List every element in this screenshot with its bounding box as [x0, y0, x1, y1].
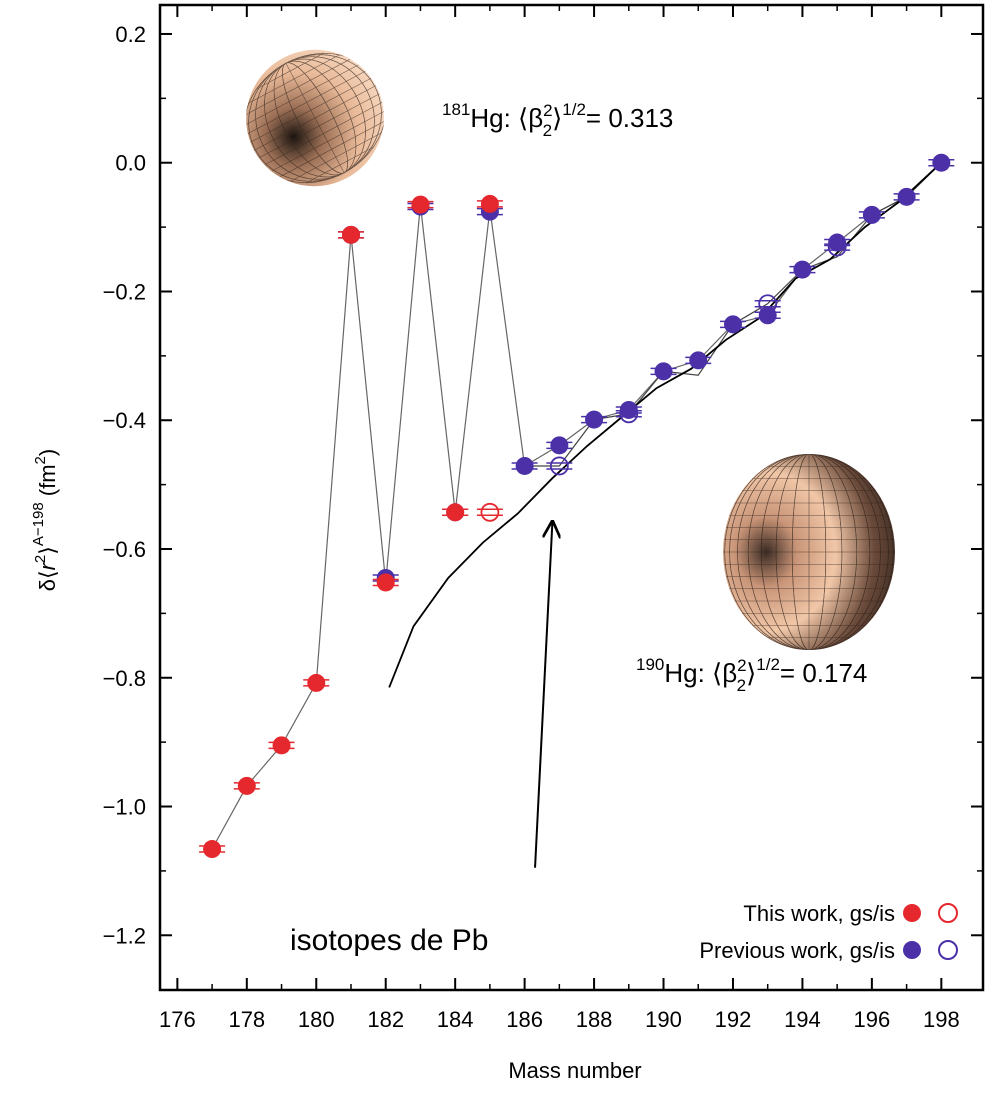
legend-marker-this-work-gs: [903, 904, 921, 922]
y-tick-label: −0.6: [103, 537, 146, 562]
x-tick-label: 198: [923, 1007, 960, 1032]
data-point-previous-work-gs: [928, 153, 955, 172]
axes: 176 178 180 182 184 186 188 190 192 194 196 198 0.2 0…: [103, 5, 983, 1032]
y-tick-label: 0.2: [115, 22, 146, 47]
legend-marker-previous-work-gs: [903, 941, 921, 959]
y-axis-title: δ⟨r2⟩A−198 (fm2): [30, 449, 60, 591]
x-tick-label: 194: [784, 1007, 821, 1032]
annotation-181hg: 181Hg: ⟨β2 2⟩1/2= 0.313: [442, 100, 673, 140]
x-tick-label: 180: [298, 1007, 335, 1032]
data-point-this-work-gs: [268, 736, 295, 755]
data-point-previous-work-gs: [893, 187, 920, 206]
ellipsoid-181hg-shape: [246, 49, 384, 187]
data-point-previous-work-gs: [719, 315, 746, 334]
x-tick-label: 178: [228, 1007, 265, 1032]
data-point-previous-work-is: [546, 456, 573, 476]
pb-label: isotopes de Pb: [290, 924, 488, 957]
data-point-this-work-gs: [337, 225, 364, 244]
data-point-this-work-gs: [476, 194, 503, 213]
y-tick-label: −1.0: [103, 795, 146, 820]
data-point-this-work-gs: [199, 840, 226, 859]
legend-marker-this-work-is: [938, 903, 958, 923]
x-tick-label: 196: [854, 1007, 891, 1032]
data-point-previous-work-is: [754, 294, 781, 314]
x-axis-title: Mass number: [508, 1058, 641, 1083]
data-point-previous-work-gs: [858, 205, 885, 224]
legend-label-this-work: This work, gs/is: [743, 901, 895, 926]
data-point-previous-work-gs: [581, 410, 608, 429]
series-line-gs-line: [211, 162, 942, 850]
y-tick-label: −0.4: [103, 408, 146, 433]
data-point-previous-work-gs: [546, 436, 573, 455]
annotation-190hg: 190Hg: ⟨β2 2⟩1/2= 0.174: [636, 655, 867, 695]
data-point-this-work-gs: [303, 673, 330, 692]
ellipsoid-190hg-shape: [723, 454, 895, 650]
pb-arrow: [534, 522, 552, 868]
data-point-previous-work-gs: [511, 456, 538, 475]
legend: This work, gs/is Previous work, gs/is: [699, 901, 958, 963]
legend-label-previous-work: Previous work, gs/is: [699, 938, 895, 963]
data-point-previous-work-is: [824, 237, 851, 257]
data-point-this-work-gs: [233, 776, 260, 795]
data-point-this-work-gs: [372, 573, 399, 592]
x-tick-label: 190: [645, 1007, 682, 1032]
x-tick-label: 182: [367, 1007, 404, 1032]
data-point-this-work-gs: [407, 195, 434, 214]
x-tick-label: 186: [506, 1007, 543, 1032]
plot-border: [158, 3, 985, 992]
x-tick-label: 184: [437, 1007, 474, 1032]
y-tick-label: −0.2: [103, 279, 146, 304]
x-tick-label: 192: [715, 1007, 752, 1032]
y-tick-label: 0.0: [115, 151, 146, 176]
data-point-this-work-is: [476, 502, 503, 522]
y-tick-label: −0.8: [103, 666, 146, 691]
data-point-this-work-gs: [442, 503, 469, 522]
data-point-previous-work-gs: [685, 351, 712, 370]
plot-frame: [158, 3, 985, 992]
legend-marker-previous-work-is: [938, 940, 958, 960]
series-points: [199, 153, 955, 859]
data-point-previous-work-gs: [789, 260, 816, 279]
data-point-previous-work-is: [615, 404, 642, 424]
y-tick-label: −1.2: [103, 923, 146, 948]
x-tick-label: 176: [159, 1007, 196, 1032]
data-point-previous-work-gs: [650, 362, 677, 381]
x-tick-label: 188: [576, 1007, 613, 1032]
